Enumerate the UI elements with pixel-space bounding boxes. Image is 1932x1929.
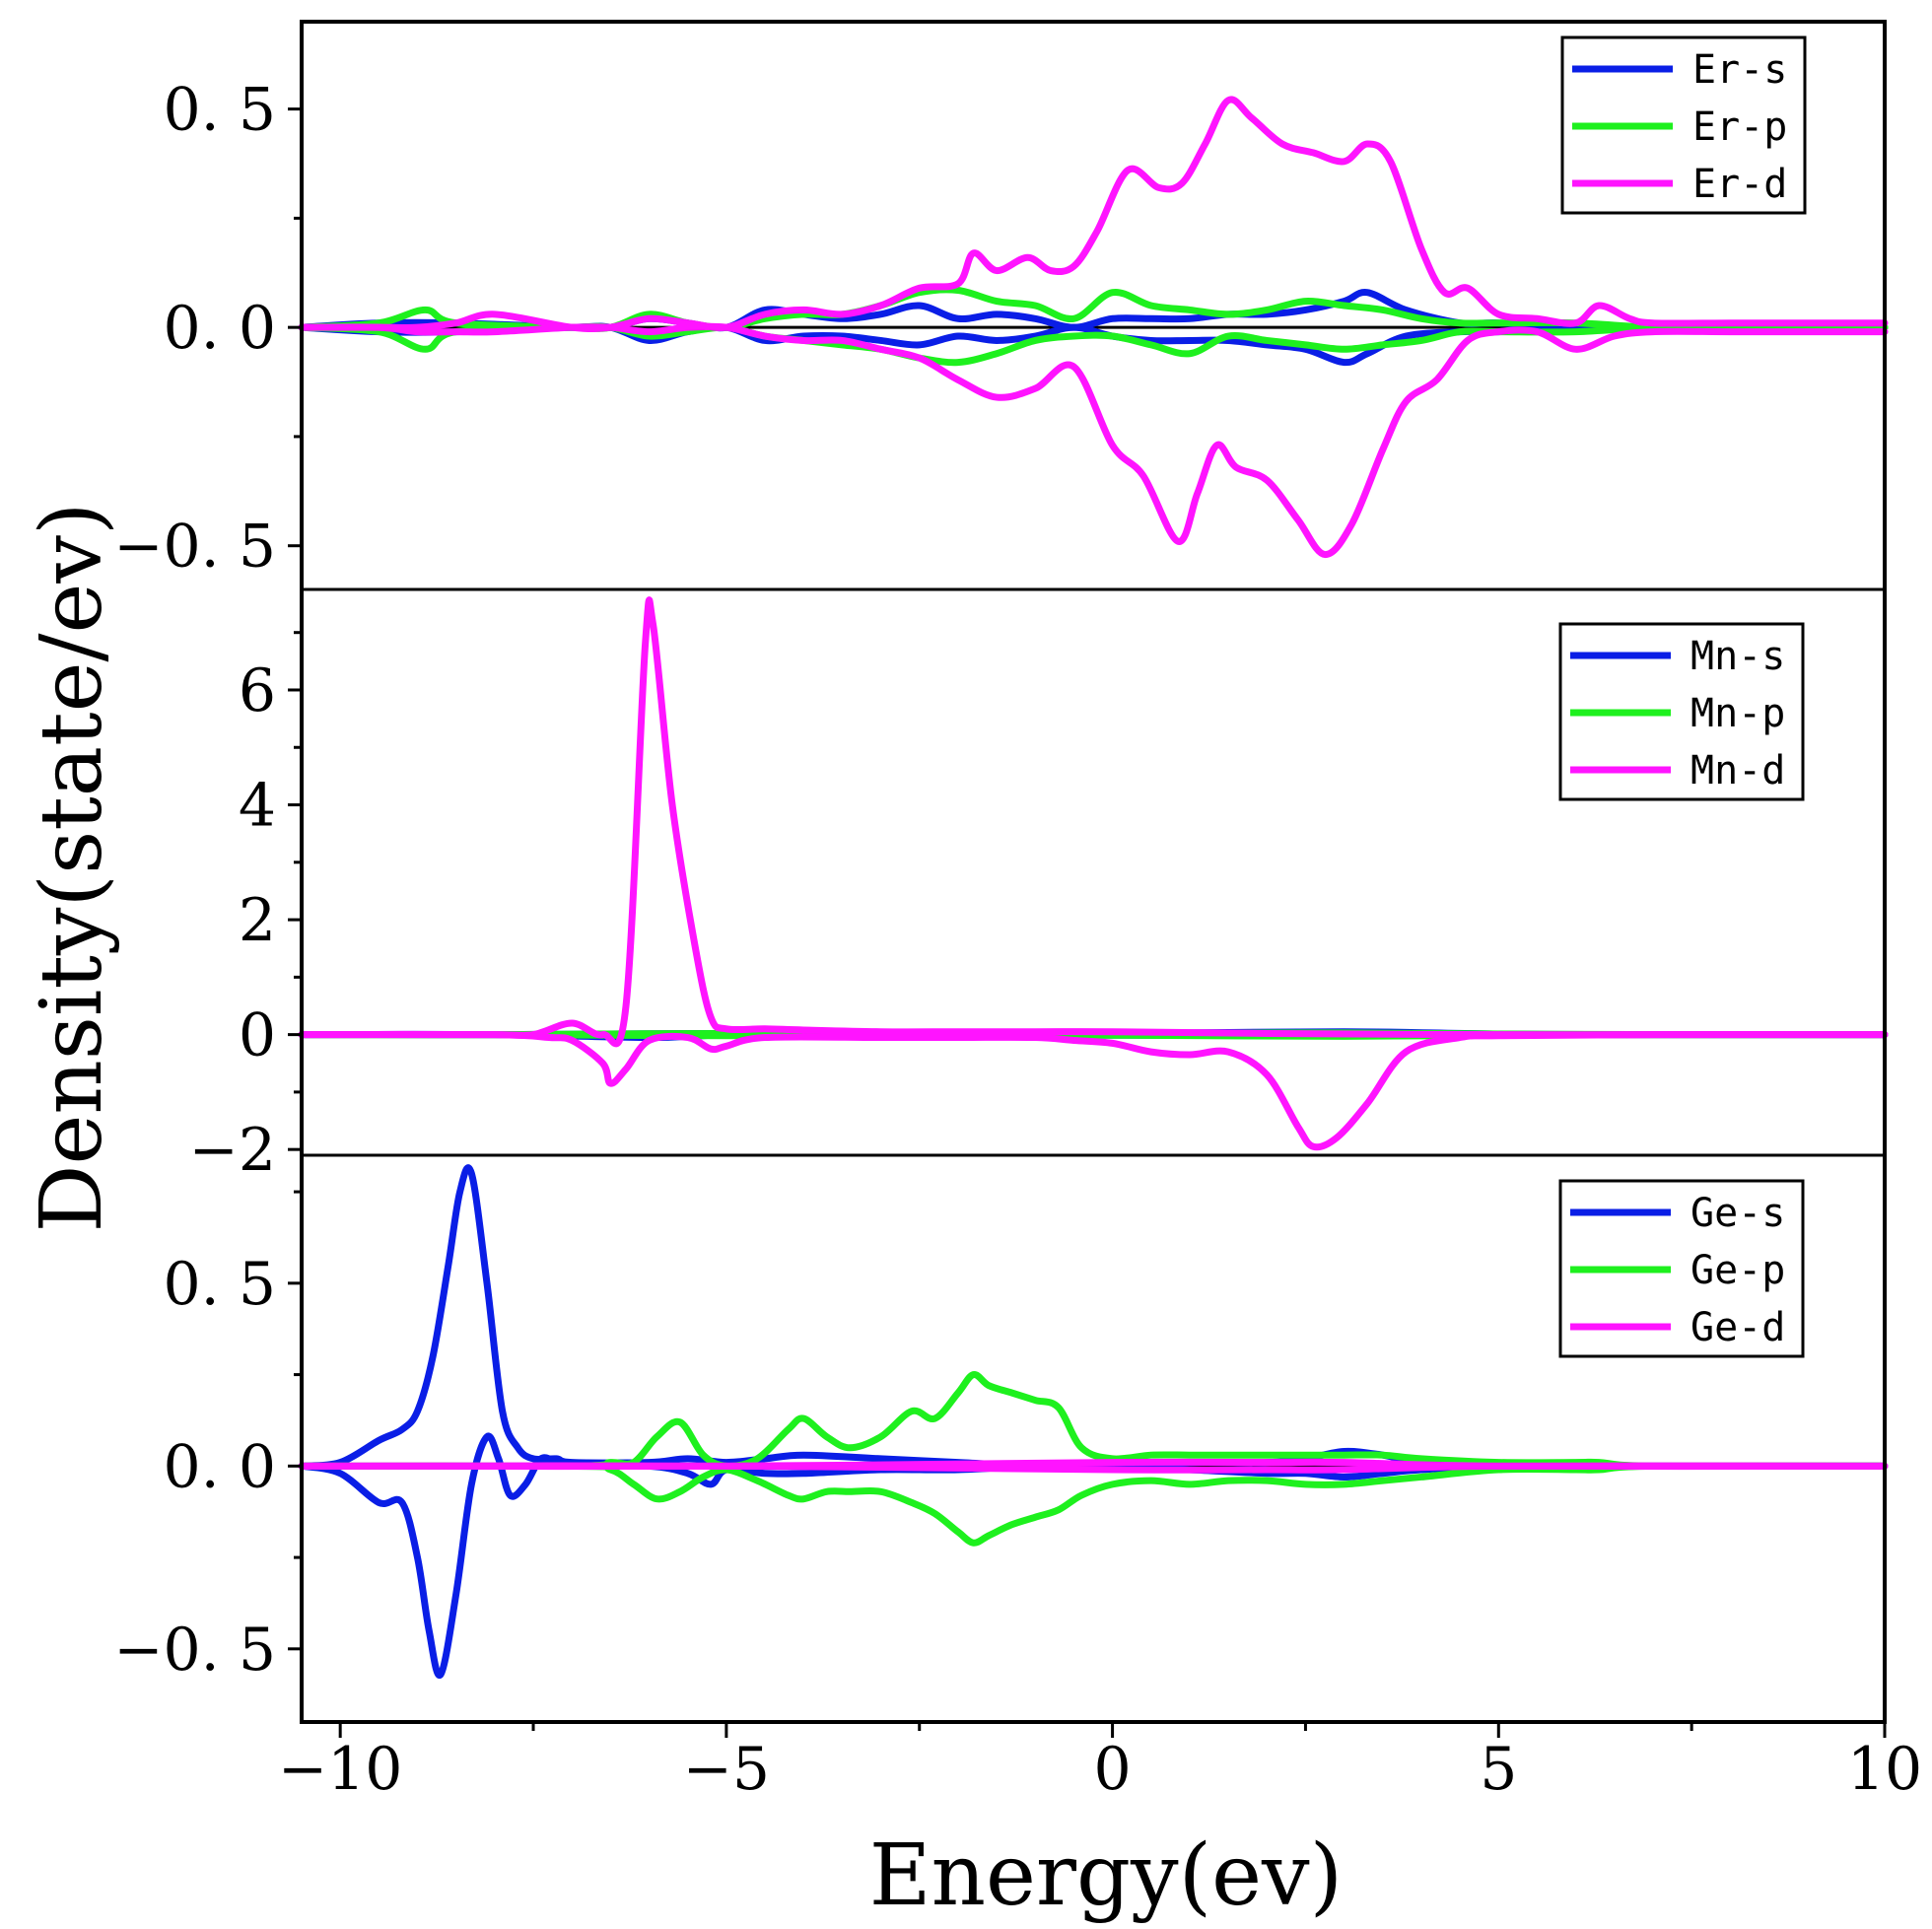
series-ge-d-down xyxy=(298,1462,1889,1474)
x-tick-label: 10 xyxy=(1847,1735,1922,1804)
panel-mn: −2 0 2 4 6 Mn-s Mn-p Mn-d xyxy=(189,596,1889,1185)
x-tick-label: −5 xyxy=(683,1735,770,1804)
legend-er: Er-s Er-p Er-d xyxy=(1560,35,1807,215)
y-tick-label: 0. 0 xyxy=(164,294,277,363)
x-axis: −10 −5 0 5 10 xyxy=(278,1722,1922,1804)
y-tick-label: 6 xyxy=(239,656,276,725)
y-tick-label: −0. 5 xyxy=(113,513,276,582)
panel-er: −0. 5 0. 0 0. 5 Er-s Er-p Er-d xyxy=(113,35,1889,582)
legend-label: Ge-s xyxy=(1690,1191,1785,1236)
y-tick-label: 4 xyxy=(239,772,276,841)
panel-ge: −0. 5 0. 0 0. 5 Ge-s Ge-p Ge-d xyxy=(113,1164,1889,1685)
legend-ge: Ge-s Ge-p Ge-d xyxy=(1558,1179,1805,1358)
plot-frame xyxy=(300,20,1887,1724)
y-tick-label: 2 xyxy=(239,886,276,955)
series-mn-d-up xyxy=(298,596,1889,1048)
x-tick-label: −10 xyxy=(278,1735,403,1804)
legend-label: Mn-s xyxy=(1690,634,1785,679)
legend-label: Er-p xyxy=(1692,104,1787,150)
y-axis-title: Density(state/ev) xyxy=(23,503,121,1233)
y-tick-label: 0. 5 xyxy=(164,1250,277,1319)
legend-label: Ge-p xyxy=(1690,1248,1785,1293)
series-ge-p-down xyxy=(298,1462,1889,1547)
x-axis-title: Energy(ev) xyxy=(869,1826,1343,1925)
x-tick-label: 5 xyxy=(1480,1735,1517,1804)
series-er-d-down xyxy=(298,322,1889,559)
legend-label: Mn-d xyxy=(1690,748,1785,793)
series-mn-d-down xyxy=(298,1030,1889,1151)
series-ge-s-down xyxy=(298,1432,1889,1679)
series-er-d-up xyxy=(298,96,1889,333)
y-tick-label: 0 xyxy=(239,1001,276,1070)
legend-label: Er-s xyxy=(1692,47,1787,93)
y-tick-label: 0. 5 xyxy=(164,76,277,145)
y-tick-label: −0. 5 xyxy=(113,1616,276,1685)
legend-label: Mn-p xyxy=(1690,691,1785,736)
legend-label: Er-d xyxy=(1692,162,1787,207)
y-tick-label: −2 xyxy=(189,1116,276,1185)
outer-frame xyxy=(300,20,1887,1724)
legend-mn: Mn-s Mn-p Mn-d xyxy=(1558,622,1805,801)
y-tick-label: 0. 0 xyxy=(164,1432,277,1501)
series-ge-p-up xyxy=(298,1371,1889,1471)
legend-label: Ge-d xyxy=(1690,1305,1785,1350)
x-tick-label: 0 xyxy=(1093,1735,1131,1804)
